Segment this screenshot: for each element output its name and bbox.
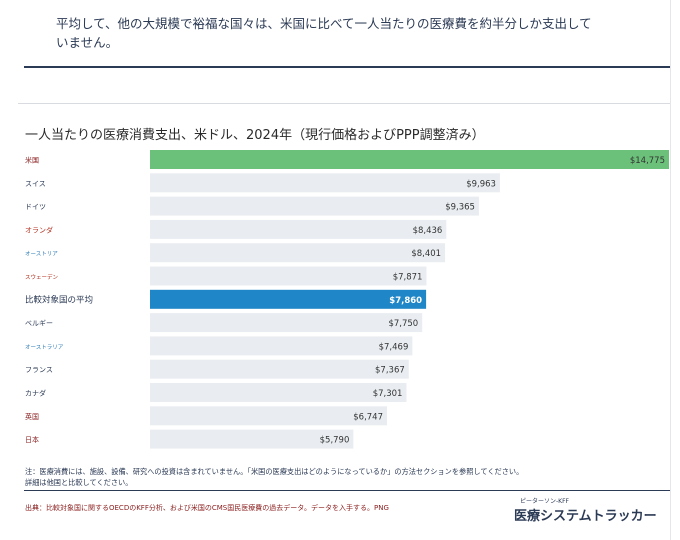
category-label: オーストラリア [25,344,64,351]
bar-6[interactable] [150,289,427,309]
footer-rule [24,490,670,491]
category-label: 米国 [25,156,39,165]
source-text[interactable]: 出典：比較対象国に関するOECDのKFF分析、および米国のCMS国民医療費の過去… [25,504,389,512]
bar-10[interactable] [150,383,407,402]
value-label: $7,871 [393,273,423,283]
brand-subtitle: ピーターソン-KFF [520,498,570,505]
bar-12[interactable] [150,429,354,449]
chart-note: 注：医療消費には、施設、設備、研究への投資は含まれていません。「米国の医療支出は… [25,466,523,488]
brand-logo-text: 医療システムトラッカー [514,509,657,524]
category-label: オーストリア [25,251,58,258]
bar-11[interactable] [150,406,388,426]
right-divider [670,0,671,540]
value-label: $7,367 [375,366,405,376]
category-label: オランダ [25,225,53,234]
bar-5[interactable] [150,266,427,286]
bar-4[interactable] [150,243,446,263]
bar-9[interactable] [150,359,409,379]
value-label: $9,365 [445,203,475,213]
value-label: $7,301 [373,389,403,399]
category-label: 比較対象国の平均 [25,294,93,305]
value-label: $8,401 [411,249,441,259]
value-label: $7,750 [388,319,418,329]
section-divider [18,103,670,104]
value-label: $7,860 [389,296,422,306]
value-label: $7,469 [379,342,409,352]
value-label: $14,775 [630,156,665,166]
category-label: 日本 [25,435,39,444]
headline: 平均して、他の大規模で裕福な国々は、米国に比べて一人当たりの医療費を約半分しか支… [56,16,592,50]
category-label: ベルギー [25,320,53,328]
value-label: $9,963 [466,179,496,189]
category-label: フランス [25,366,53,374]
value-label: $6,747 [353,412,383,422]
value-label: $8,436 [413,226,443,236]
chart-title: 一人当たりの医療消費支出、米ドル、2024年（現行価格およびPPP調整済み） [25,128,485,143]
category-label: 英国 [25,412,39,421]
category-label: ドイツ [25,203,46,211]
bar-0[interactable] [150,150,669,169]
bar-3[interactable] [150,219,447,239]
note-line-1: 注：医療消費には、施設、設備、研究への投資は含まれていません。「米国の医療支出は… [25,467,524,476]
bar-8[interactable] [150,336,413,356]
value-label: $5,790 [320,436,350,446]
bar-1[interactable] [150,173,500,193]
bar-2[interactable] [150,196,479,216]
header-rule [24,66,670,68]
category-label: スウェーデン [25,273,59,281]
bar-7[interactable] [150,313,423,333]
category-label: スイス [25,180,46,188]
bar-chart: 米国 $14,775 スイス $9,963 ドイツ $9,365 オランダ $8,436 オース… [25,150,669,449]
note-line-2: 詳細は他国と比較してください。 [25,478,133,487]
category-label: カナダ [25,389,46,398]
